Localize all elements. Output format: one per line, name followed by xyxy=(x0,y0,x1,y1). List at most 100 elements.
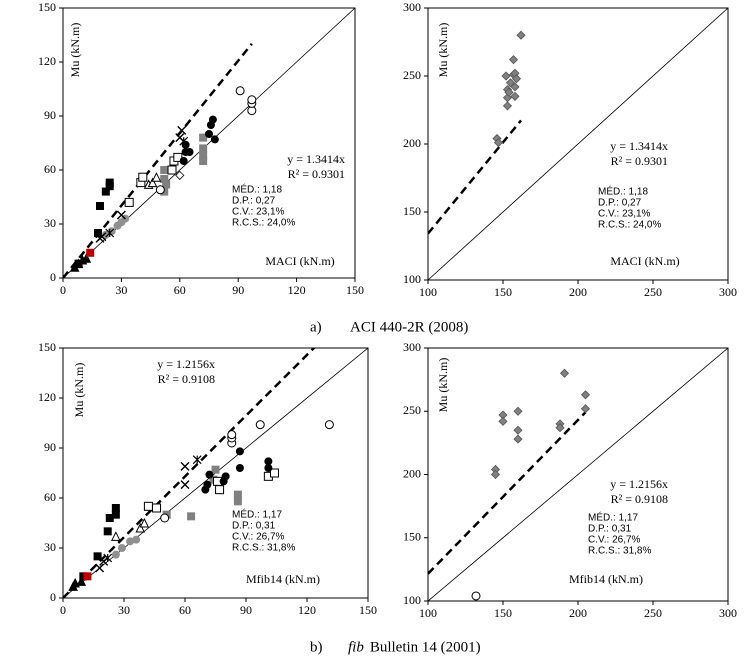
point xyxy=(103,527,112,536)
y-axis-label: Mu (kN.m) xyxy=(436,358,450,413)
x-tick-label: 30 xyxy=(118,603,130,617)
x-tick-label: 60 xyxy=(174,283,186,297)
x-axis-label: Mfib14 (kN.m) xyxy=(569,572,643,586)
caption-label: b) xyxy=(310,639,323,655)
point xyxy=(233,490,242,499)
r-squared: R² = 0.9301 xyxy=(288,167,345,181)
point xyxy=(235,447,244,456)
stat-line: R.C.S.: 24,0% xyxy=(232,218,295,229)
point xyxy=(199,133,208,142)
point xyxy=(264,457,273,466)
point xyxy=(493,138,504,148)
point xyxy=(501,71,511,81)
y-tick-label: 100 xyxy=(403,593,421,607)
x-tick-label: 30 xyxy=(115,283,127,297)
point xyxy=(235,86,245,96)
point xyxy=(187,512,196,521)
y-tick-label: 150 xyxy=(403,530,421,544)
x-tick-label: 150 xyxy=(494,285,512,299)
point xyxy=(227,430,237,440)
point xyxy=(508,55,519,65)
point xyxy=(498,416,508,426)
y-tick-label: 120 xyxy=(38,390,56,404)
point xyxy=(111,550,120,559)
point xyxy=(173,152,183,162)
point xyxy=(132,535,141,544)
x-tick-label: 90 xyxy=(240,603,252,617)
y-tick-label: 150 xyxy=(403,204,421,218)
point xyxy=(502,101,513,111)
point xyxy=(105,514,114,522)
point xyxy=(513,425,523,435)
stat-line: R.C.S.: 24,0% xyxy=(598,220,661,231)
y-tick-label: 200 xyxy=(403,136,421,150)
point xyxy=(247,95,257,105)
point xyxy=(147,177,158,188)
point xyxy=(221,472,230,481)
y-tick-label: 90 xyxy=(44,440,56,454)
point xyxy=(210,135,219,144)
x-tick-label: 200 xyxy=(569,285,587,299)
point xyxy=(143,501,153,511)
point xyxy=(510,82,520,92)
point xyxy=(208,115,217,124)
point xyxy=(185,148,194,156)
point xyxy=(235,464,244,472)
point xyxy=(504,87,514,97)
x-tick-label: 150 xyxy=(494,606,512,620)
x-axis-label: MACI (kN.m) xyxy=(610,254,679,268)
point xyxy=(511,74,522,84)
trend-line xyxy=(63,43,253,278)
stat-line: D.P.: 0,27 xyxy=(232,196,276,207)
y-tick-label: 200 xyxy=(403,466,421,480)
point xyxy=(180,480,190,490)
point xyxy=(76,576,87,586)
r-squared: R² = 0.9301 xyxy=(611,154,668,168)
stat-line: D.P.: 0,27 xyxy=(598,198,642,209)
point xyxy=(126,537,135,546)
caption-emphasis: fib xyxy=(348,639,364,655)
y-tick-label: 300 xyxy=(403,340,421,354)
stat-line: R.C.S.: 31,8% xyxy=(232,543,295,554)
point xyxy=(471,591,481,601)
point xyxy=(101,230,110,239)
point xyxy=(160,166,169,174)
point xyxy=(199,151,208,160)
stat-line: D.P.: 0,31 xyxy=(232,521,276,532)
y-tick-label: 30 xyxy=(44,216,56,230)
x-tick-label: 150 xyxy=(346,283,364,297)
y-axis-label: Mu (kN.m) xyxy=(72,363,86,418)
stat-line: C.V.: 23,1% xyxy=(598,209,651,220)
y-tick-label: 150 xyxy=(38,340,56,354)
point xyxy=(180,461,190,471)
point xyxy=(580,390,591,400)
x-tick-label: 120 xyxy=(288,283,306,297)
r-squared: R² = 0.9108 xyxy=(158,372,215,386)
point xyxy=(199,157,208,165)
point xyxy=(205,130,213,138)
x-tick-label: 120 xyxy=(298,603,316,617)
point xyxy=(269,468,279,478)
caption-text: Bulletin 14 (2001) xyxy=(370,639,481,655)
stat-line: MÉD.: 1,18 xyxy=(598,185,648,198)
point xyxy=(160,175,169,183)
x-tick-label: 300 xyxy=(719,606,737,620)
point xyxy=(555,423,565,433)
x-axis-label: MACI (kN.m) xyxy=(265,254,334,268)
x-tick-label: 150 xyxy=(359,603,377,617)
point xyxy=(167,165,177,175)
x-tick-label: 0 xyxy=(60,283,66,297)
point xyxy=(111,531,121,541)
stat-line: R.C.S.: 31,8% xyxy=(588,546,651,557)
trend-equation: y = 1.3414x xyxy=(287,152,345,166)
y-tick-label: 120 xyxy=(38,54,56,68)
identity-line xyxy=(428,8,728,280)
point xyxy=(97,232,107,242)
point xyxy=(516,30,526,40)
trend-equation: y = 1.3414x xyxy=(610,139,668,153)
y-tick-label: 30 xyxy=(44,540,56,554)
point xyxy=(152,503,162,513)
point xyxy=(135,522,146,533)
